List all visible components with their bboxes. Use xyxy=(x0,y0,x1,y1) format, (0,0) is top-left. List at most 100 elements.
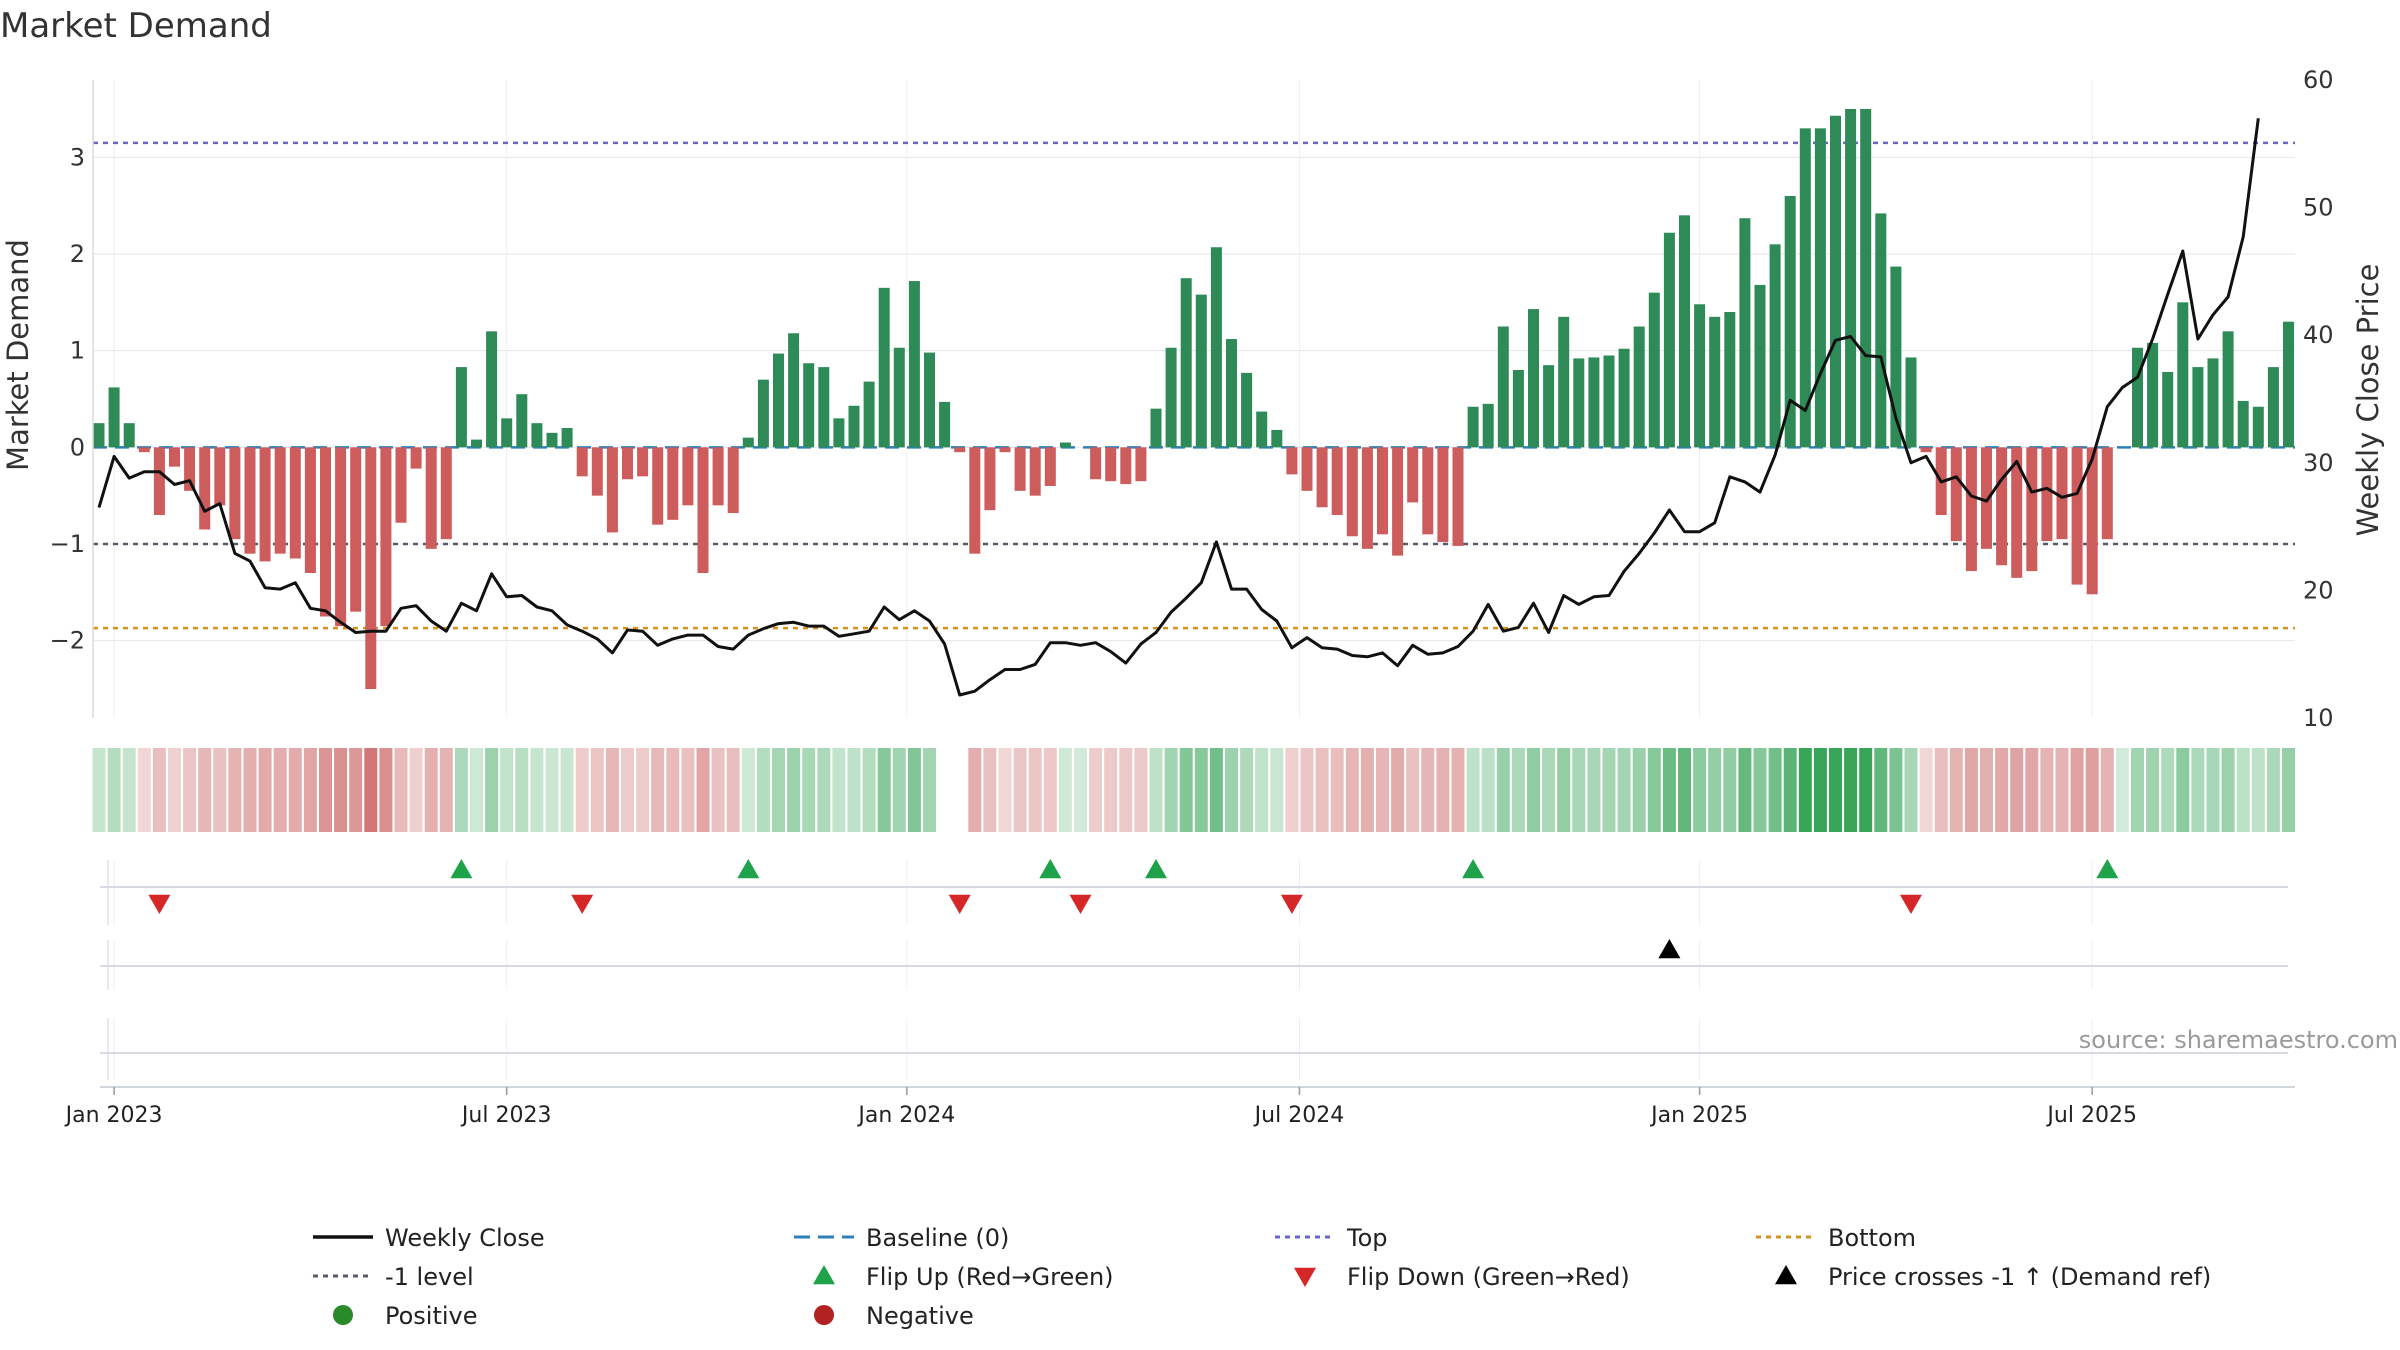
demand-bar xyxy=(2192,367,2204,448)
heat-cell xyxy=(213,748,227,832)
right-tick-label: 20 xyxy=(2303,576,2334,604)
demand-bar xyxy=(2101,447,2113,540)
empty-events-panel xyxy=(100,1018,2288,1080)
heat-cell xyxy=(560,748,574,832)
right-tick-label: 50 xyxy=(2303,194,2334,222)
demand-bar xyxy=(1648,292,1660,448)
heat-cell xyxy=(545,748,559,832)
demand-bars xyxy=(93,109,2294,689)
heat-cell xyxy=(1964,748,1978,832)
legend-swatch xyxy=(1294,1267,1316,1287)
demand-bar xyxy=(1059,442,1071,448)
heat-cell xyxy=(2221,748,2235,832)
demand-bar xyxy=(1528,309,1539,448)
demand-bar xyxy=(818,367,830,448)
demand-bar xyxy=(486,331,498,448)
demand-bar xyxy=(304,447,316,573)
demand-bar xyxy=(2252,406,2264,448)
demand-bar xyxy=(2267,367,2279,448)
heat-cell xyxy=(1345,748,1359,832)
demand-bar xyxy=(999,447,1011,453)
demand-bar xyxy=(395,447,407,523)
demand-bar xyxy=(455,367,467,448)
heat-cell xyxy=(2191,748,2205,832)
demand-bar xyxy=(335,447,347,627)
heat-cell xyxy=(1723,748,1737,832)
heat-cell xyxy=(1406,748,1420,832)
demand-bar xyxy=(908,281,920,448)
demand-bar xyxy=(471,439,482,448)
heat-cell xyxy=(394,748,408,832)
demand-bar xyxy=(1588,357,1600,448)
demand-bar xyxy=(1135,447,1147,482)
left-tick-label: 2 xyxy=(70,240,85,268)
heat-cell xyxy=(288,748,302,832)
heat-cell xyxy=(1481,748,1495,832)
demand-bar xyxy=(803,363,815,448)
legend-label: Bottom xyxy=(1828,1224,1916,1252)
demand-bar xyxy=(924,352,935,448)
heat-cell xyxy=(1678,748,1691,832)
heat-cell xyxy=(2040,748,2054,832)
heat-cell xyxy=(1360,748,1374,832)
demand-bar xyxy=(2026,447,2038,572)
heat-cell xyxy=(892,748,906,832)
heat-cell xyxy=(1813,748,1827,832)
heat-cell xyxy=(2070,748,2084,832)
demand-bar xyxy=(954,447,966,453)
heat-cell xyxy=(500,748,514,832)
heat-cell xyxy=(1255,748,1269,832)
heat-cell xyxy=(1859,748,1873,832)
heat-cell xyxy=(258,748,272,832)
demand-bar xyxy=(848,405,860,448)
flip-up-marker xyxy=(1039,859,1062,879)
flip-down-marker xyxy=(1069,894,1092,914)
demand-bar xyxy=(1150,408,1162,448)
demand-bar xyxy=(893,347,905,448)
heat-cell xyxy=(273,748,287,832)
heat-cell xyxy=(2100,748,2114,832)
demand-bar xyxy=(1996,447,2008,566)
demand-bar xyxy=(1467,406,1479,448)
heat-cell xyxy=(756,748,770,832)
heat-cell xyxy=(1451,748,1465,832)
demand-bar xyxy=(773,353,784,448)
demand-bar xyxy=(1407,447,1419,503)
demand-bar xyxy=(93,423,105,448)
x-tick-label: Jul 2023 xyxy=(460,1103,552,1128)
legend-label: -1 level xyxy=(385,1263,474,1291)
heat-cell xyxy=(1995,748,2009,832)
heat-cell xyxy=(349,748,363,832)
heat-cell xyxy=(1164,748,1178,832)
heat-cell xyxy=(2282,748,2295,832)
demand-bar xyxy=(2086,447,2098,595)
heat-cell xyxy=(1542,748,1556,832)
demand-bar xyxy=(153,447,165,515)
demand-bar xyxy=(1558,316,1570,448)
demand-bar xyxy=(184,447,196,491)
flip-up-marker xyxy=(1462,859,1485,879)
heat-cell xyxy=(334,748,348,832)
heat-cell xyxy=(243,748,257,832)
heat-cell xyxy=(1889,748,1903,832)
main-gridlines xyxy=(93,80,2295,718)
heat-cell xyxy=(1829,748,1842,832)
demand-bar xyxy=(123,423,135,448)
demand-bar xyxy=(289,447,301,559)
heat-cell xyxy=(1074,748,1087,832)
heat-cell xyxy=(968,748,982,832)
demand-bar xyxy=(591,447,603,496)
heat-cell xyxy=(1693,748,1707,832)
legend-label: Flip Down (Green→Red) xyxy=(1347,1263,1630,1291)
demand-bar xyxy=(1195,294,1207,448)
heat-cell xyxy=(424,748,438,832)
demand-bar xyxy=(320,447,331,617)
demand-bar xyxy=(1241,372,1253,448)
demand-bar xyxy=(1981,447,1992,549)
right-tick-label: 40 xyxy=(2303,321,2334,349)
heat-cell xyxy=(1783,748,1797,832)
right-axis-label: Weekly Close Price xyxy=(2351,264,2385,537)
x-tick-label: Jan 2024 xyxy=(856,1103,955,1128)
heat-cell xyxy=(726,748,740,832)
